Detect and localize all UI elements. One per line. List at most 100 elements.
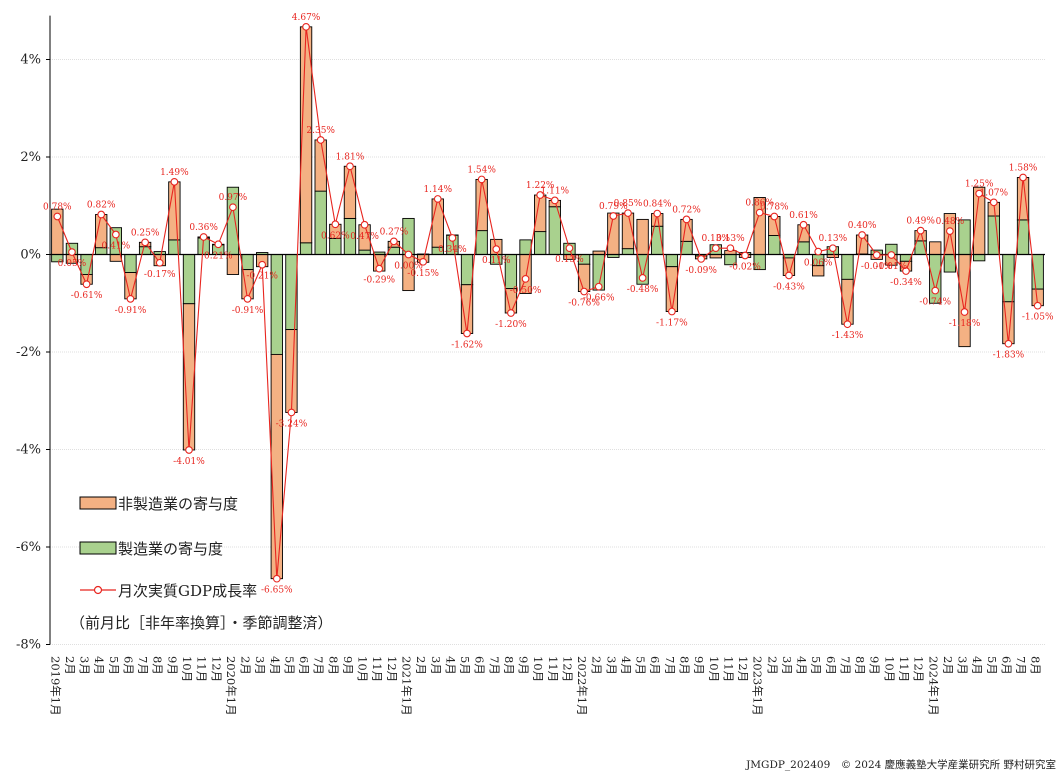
data-label: 0.49%	[906, 217, 935, 227]
chart-note: （前月比［非年率換算］・季節調整済）	[70, 614, 333, 632]
gdp-line	[53, 22, 1042, 583]
gdp-point	[946, 227, 954, 235]
data-label: 0.40%	[848, 221, 877, 231]
x-tick-label: 2月	[590, 656, 604, 675]
gdp-point	[916, 226, 925, 235]
gdp-point	[931, 286, 940, 295]
gdp-point	[668, 307, 676, 316]
x-tick-label: 2月	[941, 656, 955, 675]
gdp-point	[53, 212, 62, 221]
x-tick-label: 3月	[780, 656, 794, 675]
bar-non-manufacturing	[958, 254, 971, 348]
x-tick-label: 5月	[458, 656, 472, 675]
gdp-point	[902, 267, 910, 275]
legend-swatch-nonmfg	[79, 496, 117, 510]
data-label: 0.11%	[482, 256, 511, 266]
x-axis: 2019年1月 2月 3月 4月 5月 6月 7月 8月 9月 10月 11月 12月 2020年1月 2…	[48, 656, 1042, 716]
x-tick-label: 12月	[912, 656, 926, 682]
x-tick-label: 2023年1月	[751, 656, 765, 716]
gdp-point	[316, 136, 325, 144]
x-tick-label: 3月	[604, 656, 618, 675]
data-label: -3.24%	[276, 419, 308, 429]
data-label: 0.79%	[599, 202, 628, 212]
gdp-point	[272, 574, 281, 583]
gdp-point	[872, 251, 881, 259]
x-tick-label: 2021年1月	[399, 656, 413, 716]
gdp-point	[360, 220, 369, 229]
data-label: -0.01%	[861, 262, 893, 272]
bar-manufacturing	[797, 241, 810, 255]
x-tick-label: 4月	[795, 656, 809, 675]
gdp-point	[375, 264, 384, 273]
x-tick-label: 9月	[517, 656, 531, 675]
legend-marker-gdp	[93, 585, 103, 595]
data-label: 1.22%	[526, 181, 555, 191]
x-tick-label: 2020年1月	[224, 656, 238, 716]
bar-manufacturing	[841, 254, 854, 280]
x-tick-label: 4月	[443, 656, 457, 675]
gdp-point	[1019, 173, 1027, 182]
data-label: 1.07%	[979, 188, 1008, 198]
x-tick-label: 8月	[326, 656, 340, 675]
bar-manufacturing	[299, 242, 313, 255]
data-label: -0.29%	[363, 276, 395, 286]
bar-manufacturing	[987, 215, 1000, 255]
bar-manufacturing	[972, 254, 986, 262]
data-label: 0.47%	[350, 232, 379, 242]
gdp-point	[214, 240, 223, 249]
bar-manufacturing	[621, 248, 635, 255]
data-label: -1.17%	[656, 319, 688, 329]
gdp-point	[419, 257, 427, 266]
x-tick-label: 2月	[63, 656, 77, 675]
x-tick-label: 11月	[546, 656, 560, 682]
gdp-point	[97, 210, 106, 219]
data-labels: 0.78% 0.05% -0.61% 0.82% 0.41% -0.91% 0.25% -0.…	[43, 13, 1054, 596]
bar-manufacturing	[475, 230, 488, 255]
bar-manufacturing	[665, 254, 679, 268]
gdp-point	[799, 220, 808, 229]
gdp-point	[302, 22, 310, 31]
gdp-point	[536, 191, 545, 199]
gdp-point	[68, 248, 76, 256]
gdp-point	[565, 244, 574, 253]
x-tick-label: 5月	[282, 656, 296, 675]
gdp-point	[243, 295, 252, 303]
legend-label-nonmfg: 非製造業の寄与度	[118, 495, 238, 513]
x-tick-label: 2019年1月	[48, 656, 62, 716]
data-label: -0.34%	[890, 278, 922, 288]
data-label: 1.11%	[541, 186, 570, 196]
gdp-point	[624, 209, 632, 217]
data-label: -0.66%	[583, 294, 615, 304]
x-tick-label: 2022年1月	[575, 656, 589, 716]
x-tick-label: 8月	[1029, 656, 1043, 675]
gdp-point	[843, 320, 852, 329]
data-label: -0.91%	[115, 306, 147, 316]
x-tick-label: 7月	[663, 656, 677, 675]
gdp-point	[580, 287, 588, 296]
y-tick-label: 2%	[20, 150, 41, 165]
data-label: -1.43%	[832, 331, 864, 341]
data-label: 0.41%	[102, 242, 131, 252]
data-label: 0.05%	[58, 259, 87, 269]
gdp-point	[390, 237, 398, 246]
data-label: -1.83%	[993, 351, 1025, 361]
gdp-point	[185, 446, 193, 454]
x-tick-label: 10月	[356, 656, 370, 682]
bar-manufacturing	[182, 254, 196, 305]
data-label: -1.05%	[1022, 313, 1054, 323]
data-label: -0.09%	[685, 266, 717, 276]
y-tick-label: -2%	[16, 345, 41, 360]
data-label: 0.06%	[804, 259, 833, 269]
x-tick-label: 9月	[341, 656, 355, 675]
bar-manufacturing	[768, 235, 781, 255]
gdp-point	[404, 250, 413, 259]
gdp-point	[975, 189, 984, 198]
data-label: 0.82%	[87, 201, 116, 211]
gdp-point	[507, 309, 515, 317]
gdp-point	[155, 258, 164, 267]
gdp-point	[199, 233, 208, 241]
data-label: 0.85%	[614, 199, 643, 209]
bar-non-manufacturing	[577, 263, 591, 292]
data-label: 0.00%	[394, 262, 423, 272]
